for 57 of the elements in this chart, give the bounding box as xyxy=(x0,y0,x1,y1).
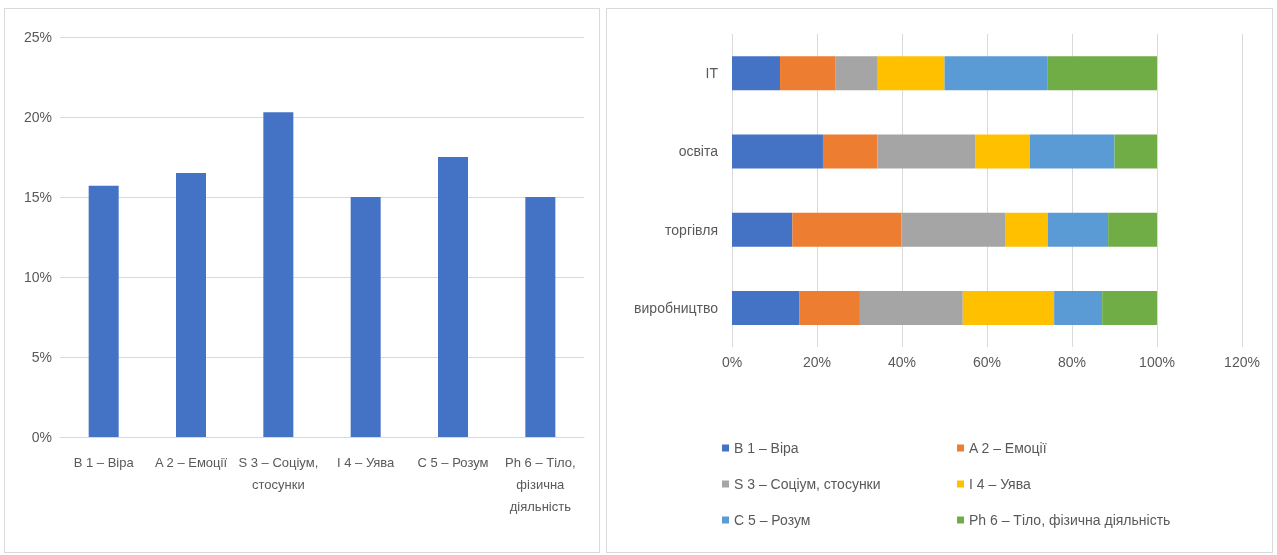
x-tick-label: 60% xyxy=(972,354,1002,370)
bar xyxy=(859,290,963,325)
bar xyxy=(877,56,945,91)
bar xyxy=(732,290,800,325)
bar xyxy=(877,134,976,169)
x-tick-label: Ph 6 – Тіло, фізична діяльність xyxy=(505,454,576,514)
x-tick-label: 100% xyxy=(1139,354,1175,370)
legend-label: Ph 6 – Тіло, фізична діяльність xyxy=(969,512,1171,528)
x-tick-label: 20% xyxy=(802,354,832,370)
x-tick-label: 80% xyxy=(1057,354,1087,370)
y-tick-label: 20% xyxy=(23,109,52,125)
y-tick-label: освіта xyxy=(678,143,719,160)
bar xyxy=(822,134,878,169)
legend-label: C 5 – Розум xyxy=(734,512,811,528)
y-tick-label: 0% xyxy=(31,429,52,445)
bar xyxy=(1102,290,1157,325)
bar xyxy=(975,134,1030,169)
y-tick-label: 5% xyxy=(31,349,52,365)
bar xyxy=(901,212,1006,247)
bar xyxy=(176,173,206,437)
bar xyxy=(525,197,556,437)
x-tick-label: B 1 – Віра xyxy=(73,454,135,470)
bar xyxy=(263,112,294,437)
bar xyxy=(88,185,119,437)
x-tick-label: A 2 – Емоції xyxy=(154,454,228,470)
bar xyxy=(438,157,468,437)
bar xyxy=(1047,212,1109,247)
bar xyxy=(1114,134,1157,169)
bar xyxy=(732,212,793,247)
bar xyxy=(944,56,1048,91)
y-tick-label: виробництво xyxy=(634,299,719,316)
y-tick-label: торгівля xyxy=(665,221,718,238)
bar xyxy=(1108,212,1157,247)
legend-label: B 1 – Віра xyxy=(734,440,799,456)
bar xyxy=(732,56,781,91)
bar xyxy=(962,290,1055,325)
y-tick-label: 25% xyxy=(23,29,52,45)
y-tick-label: 15% xyxy=(23,189,52,205)
bar xyxy=(799,290,860,325)
bar xyxy=(792,212,902,247)
bar xyxy=(1047,56,1157,91)
x-tick-label: I 4 – Уява xyxy=(337,454,396,470)
y-tick-label: IT xyxy=(705,65,719,82)
x-tick-label: C 5 – Розум xyxy=(417,454,489,470)
bar xyxy=(1005,212,1048,247)
bar xyxy=(835,56,878,91)
x-tick-label: 120% xyxy=(1224,354,1260,370)
bar xyxy=(1029,134,1115,169)
x-tick-label: 0% xyxy=(721,354,743,370)
bar xyxy=(732,134,823,169)
y-tick-label: 10% xyxy=(23,269,52,285)
x-tick-label: 40% xyxy=(887,354,917,370)
bar xyxy=(780,56,836,91)
x-tick-label: S 3 – Соціум, стосунки xyxy=(238,454,319,492)
legend-label: A 2 – Емоції xyxy=(969,440,1047,456)
bar xyxy=(350,197,381,437)
bar xyxy=(1054,290,1103,325)
